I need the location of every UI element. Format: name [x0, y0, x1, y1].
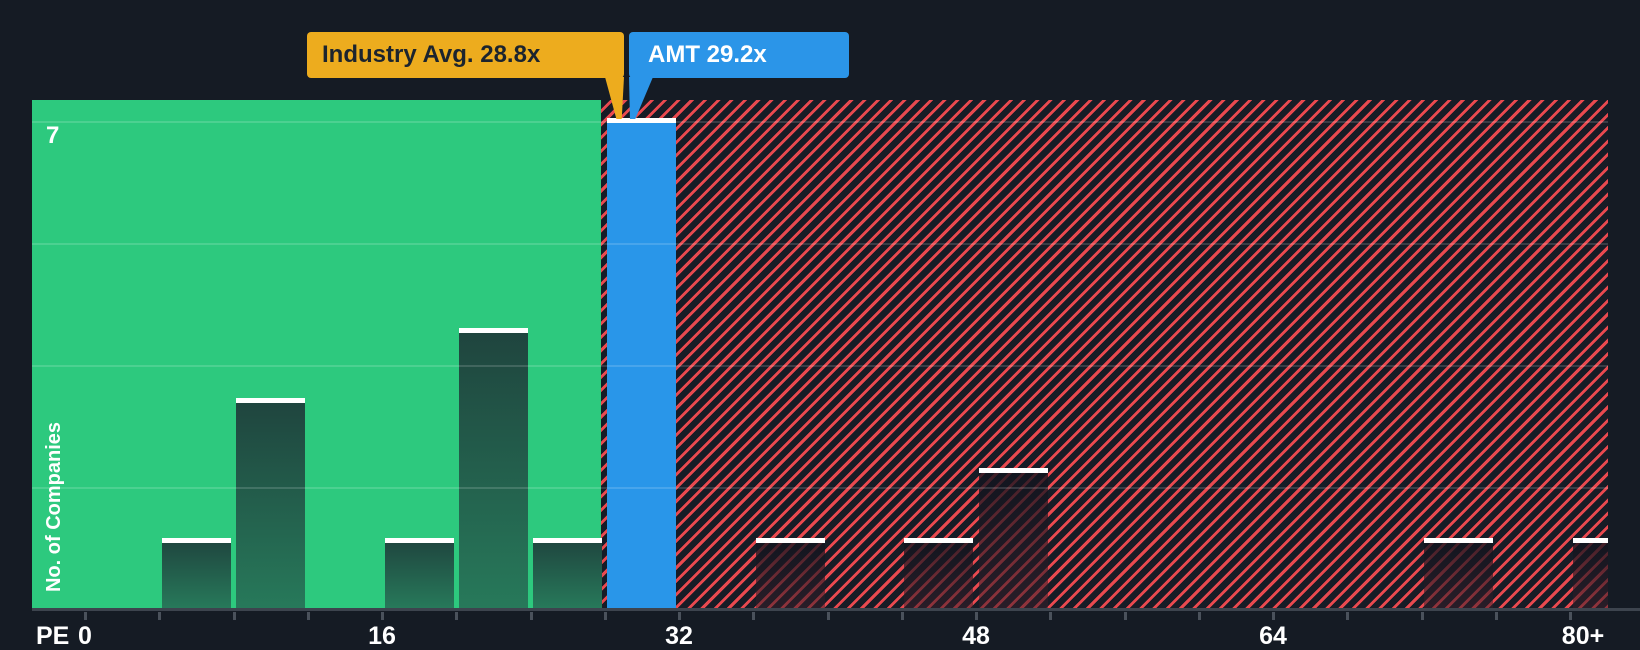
bar-top-cap: [904, 538, 974, 543]
x-axis-tick: [826, 612, 830, 620]
x-axis-tick: [306, 612, 310, 620]
gridline-25: [32, 487, 1608, 489]
bar-top-cap: [458, 328, 528, 333]
x-axis-tick: [1197, 612, 1201, 620]
x-axis-tick: [900, 612, 904, 620]
x-axis-tick: [678, 612, 681, 620]
x-axis-tick: [381, 612, 384, 620]
histogram-bar-below-avg[interactable]: [161, 538, 231, 608]
x-axis-tick: [158, 612, 162, 620]
bar-top-cap: [607, 118, 677, 123]
x-axis-tick-label: 0: [78, 622, 92, 650]
x-axis-tick: [455, 612, 459, 620]
bar-top-cap: [978, 468, 1048, 473]
x-axis-tick: [1123, 612, 1127, 620]
x-axis-tick: [1346, 612, 1350, 620]
x-axis-tick: [1272, 612, 1275, 620]
histogram-bar-above-avg[interactable]: [1572, 538, 1608, 608]
gridline-max: [32, 121, 1608, 123]
x-axis-unit-label: PE: [36, 622, 70, 650]
x-axis-tick: [975, 612, 978, 620]
x-axis-tick: [529, 612, 533, 620]
x-axis-tick-label: 64: [1259, 622, 1287, 650]
histogram-bar-below-avg[interactable]: [384, 538, 454, 608]
gridline-50: [32, 365, 1608, 367]
gridline-75: [32, 243, 1608, 245]
bar-top-cap: [1424, 538, 1493, 543]
bar-top-cap: [533, 538, 602, 543]
x-axis-tick: [1569, 612, 1572, 620]
company-flag: AMT 29.2x: [629, 32, 849, 78]
above-industry-avg-hatch-zone: [601, 100, 1608, 608]
x-axis-tick-label: 80+: [1561, 622, 1605, 650]
histogram-bar-below-avg[interactable]: [533, 538, 602, 608]
x-axis-tick: [752, 612, 756, 620]
bar-top-cap: [384, 538, 454, 543]
y-axis-title: No. of Companies: [43, 421, 65, 592]
x-axis-line: [32, 608, 1640, 611]
bar-top-cap: [755, 538, 825, 543]
bar-top-cap: [161, 538, 231, 543]
y-axis-max-value: 7: [46, 122, 60, 149]
x-axis-tick: [1420, 612, 1424, 620]
histogram-bar-above-avg[interactable]: [978, 468, 1048, 608]
company-bar[interactable]: [607, 118, 677, 608]
histogram-bar-above-avg[interactable]: [1424, 538, 1493, 608]
bar-top-cap: [1572, 538, 1608, 543]
plot-area: 7: [32, 100, 1608, 608]
x-axis-tick-label: 32: [665, 622, 693, 650]
x-axis-tick: [1494, 612, 1498, 620]
x-axis-tick-label: 48: [962, 622, 990, 650]
x-axis-tick: [84, 612, 87, 620]
x-axis-tick: [232, 612, 236, 620]
histogram-bar-below-avg[interactable]: [458, 328, 528, 608]
x-axis-tick-label: 16: [368, 622, 396, 650]
histogram-bar-above-avg[interactable]: [904, 538, 974, 608]
bar-top-cap: [236, 398, 305, 403]
histogram-bar-below-avg[interactable]: [236, 398, 305, 608]
x-axis-tick: [603, 612, 607, 620]
histogram-bar-above-avg[interactable]: [755, 538, 825, 608]
x-axis-tick: [1049, 612, 1053, 620]
industry-avg-flag: Industry Avg. 28.8x: [307, 32, 624, 78]
